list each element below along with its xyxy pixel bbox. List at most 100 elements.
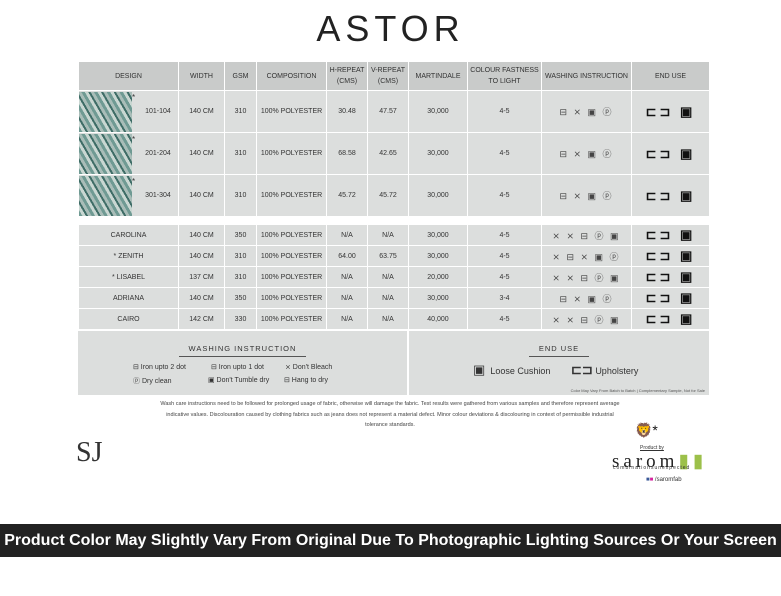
cell-fast: 4-5 xyxy=(467,308,542,330)
cell-v: 45.72 xyxy=(367,174,409,217)
end-use-icons: ⊏⊐ ▣ xyxy=(645,227,696,242)
washing-icons: ⨯ ⨯ ⊟ ⓟ ▣ xyxy=(552,272,621,283)
lion-logo-icon: 🦁* xyxy=(635,422,658,438)
cell-gsm: 310 xyxy=(224,245,257,267)
star-mark: * xyxy=(132,93,136,102)
washing-legend: WASHING INSTRUCTION ⊟ Iron upto 2 dot ⊟ … xyxy=(78,331,409,395)
column-header: V-REPEAT (CMS) xyxy=(367,61,409,91)
star-mark: * xyxy=(132,177,136,186)
spec-table-qualities: CAROLINA 140 CM 350 100% POLYESTER N/A N/A 30,… xyxy=(78,224,710,330)
fabric-swatch xyxy=(79,133,132,174)
table-row: * LISABEL 137 CM 310 100% POLYESTER N/A N/A 20… xyxy=(78,266,710,288)
cell-comp: 100% POLYESTER xyxy=(256,132,327,175)
cell-h: 45.72 xyxy=(326,174,368,217)
washing-icons: ⨯ ⨯ ⊟ ⓟ ▣ xyxy=(552,314,621,325)
column-header: WASHING INSTRUCTION xyxy=(541,61,632,91)
disclaimer: Wash care instructions need to be follow… xyxy=(160,401,620,428)
cell-comp: 100% POLYESTER xyxy=(256,245,327,267)
design-name: ZENITH xyxy=(118,252,144,260)
instagram-icon: ■ xyxy=(649,477,654,483)
tagline: combinationsunexpected xyxy=(613,465,691,471)
cell-v: 47.57 xyxy=(367,90,409,133)
design-code: 301-304 xyxy=(145,192,171,199)
star-mark: * xyxy=(132,135,136,144)
cell-v: 63.75 xyxy=(367,245,409,267)
cell-comp: 100% POLYESTER xyxy=(256,174,327,217)
cushion-icon: ▣ xyxy=(473,362,486,377)
column-header: H-REPEAT (CMS) xyxy=(326,61,368,91)
cell-width: 140 CM xyxy=(178,287,225,309)
legend-iron-1: ⊟ Iron upto 1 dot xyxy=(211,364,264,371)
end-use-icons: ⊏⊐ ▣ xyxy=(645,187,696,203)
legend-no-tumble: ▣ Don't Tumble dry xyxy=(208,377,270,384)
end-use-icons: ⊏⊐ ▣ xyxy=(645,145,696,161)
washing-icons: ⊟ ⨯ ▣ ⓟ xyxy=(559,191,614,201)
column-header: COMPOSITION xyxy=(256,61,327,91)
cell-v: N/A xyxy=(367,224,409,246)
page-title: ASTOR xyxy=(316,8,465,49)
legend-iron-2: ⊟ Iron upto 2 dot xyxy=(133,364,186,371)
table-row: * ZENITH 140 CM 310 100% POLYESTER 64.00 63.7… xyxy=(78,245,710,267)
cell-comp: 100% POLYESTER xyxy=(256,224,327,246)
design-name: ADRIANA xyxy=(112,294,145,302)
end-use-icons: ⊏⊐ ▣ xyxy=(645,103,696,119)
washing-icons: ⊟ ⨯ ▣ ⓟ xyxy=(559,107,614,117)
cell-h: 68.58 xyxy=(326,132,368,175)
product-by: Product by xyxy=(640,445,664,451)
legend-hang-dry: ⊟ Hang to dry xyxy=(284,377,328,384)
end-use-icons: ⊏⊐ ▣ xyxy=(645,248,696,263)
cell-fast: 4-5 xyxy=(467,245,542,267)
color-disclaimer-banner: Product Color May Slightly Vary From Ori… xyxy=(0,524,781,582)
cell-h: N/A xyxy=(326,224,368,246)
table-row: CAROLINA 140 CM 350 100% POLYESTER N/A N/A 30,… xyxy=(78,224,710,246)
design-name: CAROLINA xyxy=(110,231,147,239)
cell-width: 137 CM xyxy=(178,266,225,288)
cell-gsm: 330 xyxy=(224,308,257,330)
legend: WASHING INSTRUCTION ⊟ Iron upto 2 dot ⊟ … xyxy=(78,331,709,395)
cell-h: N/A xyxy=(326,287,368,309)
cell-gsm: 350 xyxy=(224,224,257,246)
cell-width: 140 CM xyxy=(178,132,225,175)
upholstery-label: Upholstery xyxy=(595,366,639,376)
table-row: * 101-104 140 CM 310 100% POLYESTER 30.48 47.5… xyxy=(78,90,710,133)
cell-width: 140 CM xyxy=(178,174,225,217)
end-use-icons: ⊏⊐ ▣ xyxy=(645,311,696,326)
social-handle[interactable]: ■■ /saromfab xyxy=(646,477,682,483)
table-row: ADRIANA 140 CM 350 100% POLYESTER N/A N/A 30,0… xyxy=(78,287,710,309)
spec-table-designs: DESIGN WIDTH GSM COMPOSITION H-REPEAT (CMS) V… xyxy=(78,61,710,217)
washing-icons: ⨯ ⊟ ⨯ ▣ ⓟ xyxy=(552,251,621,262)
cell-gsm: 310 xyxy=(224,132,257,175)
sarom-logo: sarom▮▮ xyxy=(612,451,708,472)
table-row: CAIRO 142 CM 330 100% POLYESTER N/A N/A 40,000… xyxy=(78,308,710,330)
column-header: GSM xyxy=(224,61,257,91)
washing-legend-title: WASHING INSTRUCTION xyxy=(178,344,307,357)
loose-cushion-label: Loose Cushion xyxy=(490,366,551,376)
end-use-icons: ⊏⊐ ▣ xyxy=(645,290,696,305)
cell-v: N/A xyxy=(367,308,409,330)
cell-mart: 30,000 xyxy=(408,132,468,175)
design-code: 201-204 xyxy=(145,150,171,157)
column-header: DESIGN xyxy=(78,61,179,91)
cell-fast: 4-5 xyxy=(467,174,542,217)
cell-mart: 30,000 xyxy=(408,245,468,267)
cell-fast: 4-5 xyxy=(467,90,542,133)
design-name: LISABEL xyxy=(116,273,146,281)
cell-comp: 100% POLYESTER xyxy=(256,266,327,288)
table-row: * 201-204 140 CM 310 100% POLYESTER 68.58 42.6… xyxy=(78,132,710,175)
cell-mart: 40,000 xyxy=(408,308,468,330)
sofa-icon: ⊏⊐ xyxy=(571,362,593,377)
end-use-legend: END USE ▣ Loose Cushion ⊏⊐ Upholstery Co… xyxy=(409,331,709,395)
batch-note: Color May Vary From Batch to Batch | Com… xyxy=(570,388,705,393)
facebook-icon: ■ xyxy=(646,477,650,483)
star-mark: * xyxy=(113,252,117,260)
end-use-icons: ⊏⊐ ▣ xyxy=(645,269,696,284)
cell-fast: 4-5 xyxy=(467,132,542,175)
cell-h: 30.48 xyxy=(326,90,368,133)
cell-fast: 4-5 xyxy=(467,266,542,288)
fabric-swatch xyxy=(79,175,132,216)
cell-v: N/A xyxy=(367,287,409,309)
column-header: COLOUR FASTNESS TO LIGHT xyxy=(467,61,542,91)
cell-gsm: 310 xyxy=(224,266,257,288)
cell-comp: 100% POLYESTER xyxy=(256,90,327,133)
cell-comp: 100% POLYESTER xyxy=(256,287,327,309)
